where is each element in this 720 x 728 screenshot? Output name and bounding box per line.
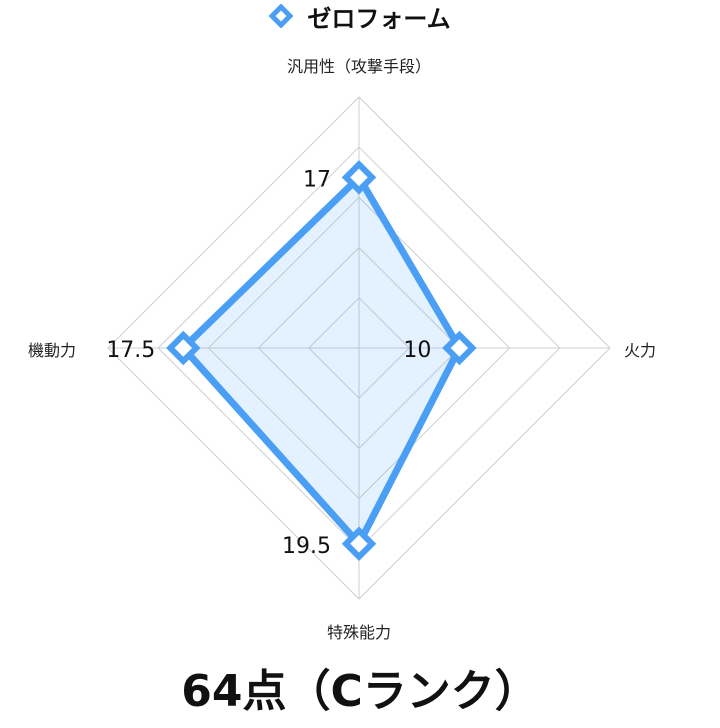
legend: ゼロフォーム	[0, 0, 720, 33]
score-title: 64点（Cランク）	[181, 666, 539, 717]
data-point	[341, 526, 377, 562]
legend-marker-icon	[269, 4, 294, 28]
data-point	[442, 330, 477, 366]
axis-label: 火力	[624, 341, 656, 360]
data-label: 10	[403, 338, 431, 363]
data-point	[166, 330, 201, 366]
axis-label: 機動力	[28, 341, 76, 360]
data-point	[341, 160, 377, 195]
data-label: 17.5	[106, 338, 155, 363]
axis-label: 特殊能力	[327, 623, 391, 642]
legend-label: ゼロフォーム	[307, 4, 451, 33]
axis-label: 汎用性（攻撃手段）	[287, 57, 431, 76]
data-label: 17	[303, 167, 331, 192]
data-label: 19.5	[282, 534, 331, 559]
